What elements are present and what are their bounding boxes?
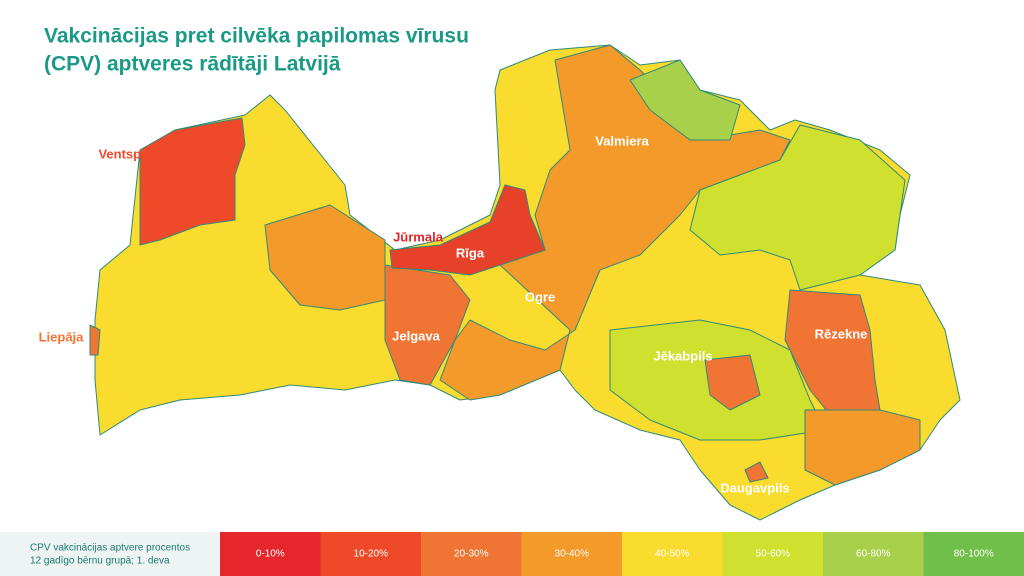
legend-caption: CPV vakcinācijas aptvere procentos [30,543,190,554]
city-label: Jūrmala [393,229,444,244]
region [744,461,769,483]
map [89,44,961,521]
legend-swatch [722,532,823,576]
city-labels: Ventspils Liepāja Jūrmala Rīga Valmiera … [39,133,868,495]
region [389,184,546,276]
legend-swatch [220,532,321,576]
legend-label: 30-40% [555,549,590,560]
legend-caption-bg [0,532,220,576]
legend-caption: 12 gadīgo bērnu grupā; 1. deva [30,556,170,567]
legend-label: 40-50% [655,549,690,560]
region [804,409,921,486]
region [384,264,471,386]
city-label: Liepāja [39,329,85,344]
legend-label: 0-10% [256,549,285,560]
region [89,324,101,356]
city-label: Daugavpils [720,480,789,495]
legend-label: 60-80% [856,549,891,560]
legend-swatch [421,532,522,576]
legend-label: 20-30% [454,549,489,560]
title-line: (CPV) aptveres rādītāji Latvijā [44,53,341,76]
legend-swatch [622,532,723,576]
title-line: Vakcinācijas pret cilvēka papilomas vīru… [44,25,469,48]
legend-label: 80-100% [954,549,994,560]
legend-swatch [521,532,622,576]
legend-swatch [823,532,924,576]
region [139,117,246,246]
city-label: Jelgava [392,328,440,343]
city-label: Valmiera [595,133,649,148]
legend-label: 10-20% [354,549,389,560]
legend-label: 50-60% [756,549,791,560]
region [629,59,741,141]
region [704,354,761,411]
legend-swatch [923,532,1024,576]
city-label: Ventspils [98,146,155,161]
city-label: Rēzekne [815,326,868,341]
region [689,124,906,291]
legend-swatch [320,532,421,576]
region [439,44,791,401]
city-label: Ogre [525,289,555,304]
city-label: Rīga [456,245,485,260]
region [264,204,386,311]
city-label: Jēkabpils [653,348,712,363]
legend: CPV vakcinācijas aptvere procentos 12 ga… [0,532,1024,576]
